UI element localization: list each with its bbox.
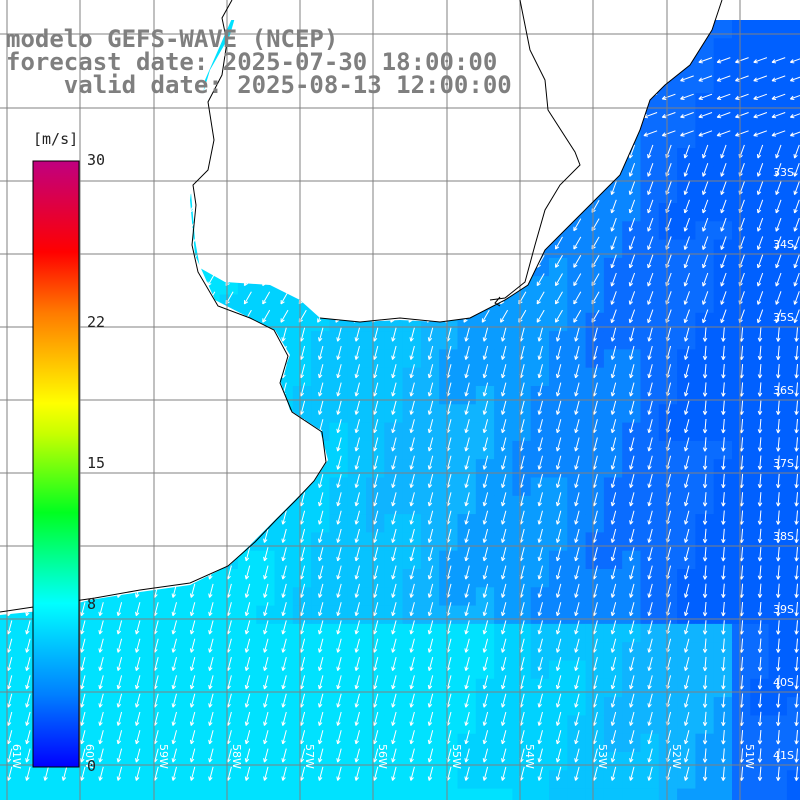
colorbar-tick-label: 0: [87, 757, 97, 775]
lon-label: 59W: [157, 744, 170, 769]
lat-label: 41S: [773, 749, 794, 762]
colorbar-tick-label: 8: [87, 595, 97, 614]
colorbar-tick-label: 15: [87, 454, 106, 472]
lon-label: 52W: [670, 744, 683, 769]
coastline: [0, 0, 723, 613]
lon-label: 54W: [523, 744, 536, 769]
lat-label: 35S: [773, 311, 794, 324]
title-line-valid: valid date: 2025-08-13 12:00:00: [6, 71, 512, 99]
lon-label: 51W: [743, 744, 756, 769]
land-mask: [0, 0, 720, 615]
lon-label: 60W: [83, 744, 96, 769]
lon-label: 56W: [376, 744, 389, 769]
lat-label: 37S: [773, 457, 794, 470]
lon-label: 57W: [303, 744, 316, 769]
lon-label: 53W: [596, 744, 609, 769]
lat-label: 36S: [773, 384, 794, 397]
map-title: modelo GEFS-WAVE (NCEP) forecast date: 20…: [6, 25, 512, 99]
title-line-forecast: forecast date: 2025-07-30 18:00:00: [6, 48, 498, 76]
lat-label: 38S: [773, 530, 794, 543]
colorbar-tick-label: 30: [87, 151, 106, 169]
lat-label: 34S: [773, 238, 794, 251]
colorbar-tick-label: 22: [87, 312, 106, 331]
colorbar-unit: [m/s]: [33, 130, 79, 148]
lat-label: 40S: [773, 676, 794, 689]
title-line-model: modelo GEFS-WAVE (NCEP): [6, 25, 339, 53]
lat-label: 33S: [773, 166, 794, 179]
lon-label: 55W: [450, 744, 463, 769]
lat-label: 39S: [773, 603, 794, 616]
lon-label: 58W: [230, 744, 243, 769]
lon-label: 61W: [10, 744, 23, 769]
